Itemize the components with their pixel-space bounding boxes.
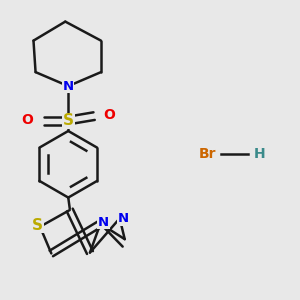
Text: Br: Br xyxy=(199,147,217,161)
Text: N: N xyxy=(98,216,109,229)
Text: S: S xyxy=(63,113,74,128)
Text: N: N xyxy=(118,212,129,226)
Text: O: O xyxy=(21,113,33,127)
Text: S: S xyxy=(32,218,43,233)
Text: N: N xyxy=(63,80,74,93)
Text: O: O xyxy=(103,108,116,122)
Text: H: H xyxy=(254,147,266,161)
